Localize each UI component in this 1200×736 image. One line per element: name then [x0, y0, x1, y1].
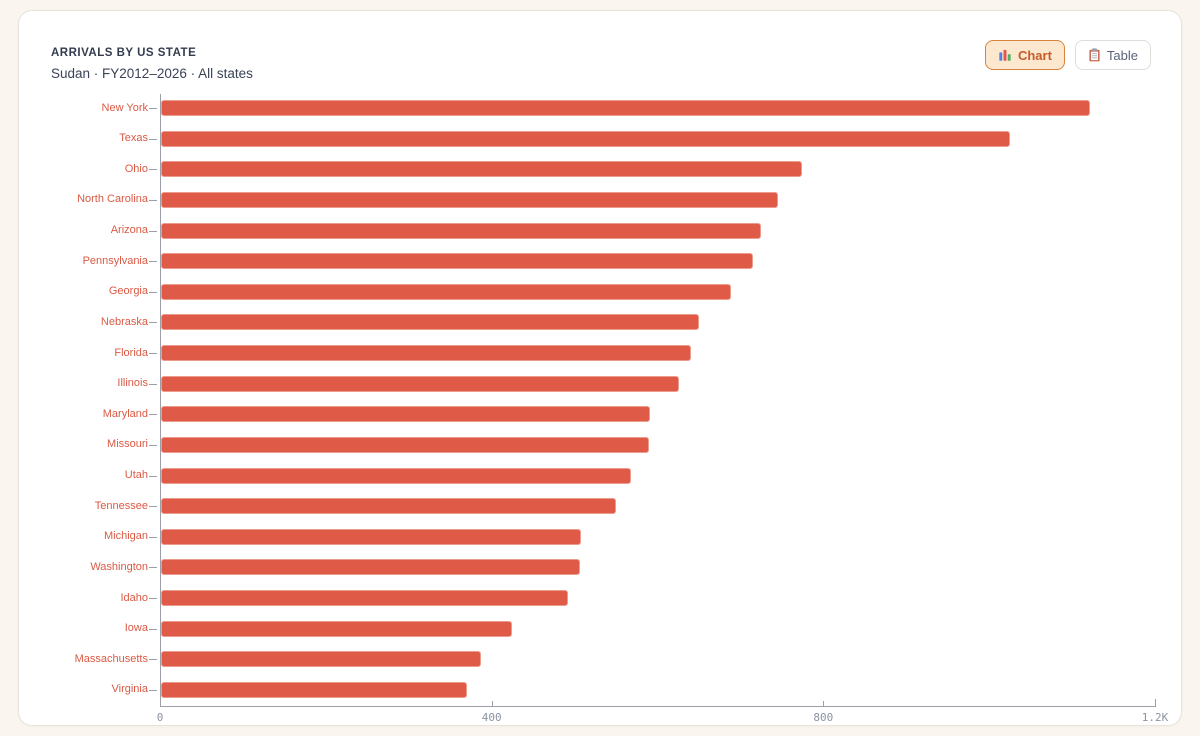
page-subtitle: Sudan · FY2012–2026 · All states [51, 66, 253, 81]
x-axis-line [160, 706, 1156, 707]
bar[interactable] [161, 436, 649, 453]
y-axis-label: Virginia [111, 683, 149, 696]
x-axis-tick [160, 699, 161, 706]
bar[interactable] [161, 406, 650, 423]
page-title: ARRIVALS BY US STATE [51, 47, 197, 59]
x-axis-tick-label: 400 [481, 711, 502, 724]
x-axis-tick-label: 0 [156, 711, 164, 724]
y-axis-tick [149, 138, 157, 140]
y-axis-tick [149, 169, 157, 171]
y-axis-label: North Carolina [77, 193, 148, 206]
y-axis-tick [149, 506, 157, 508]
y-axis-label: Georgia [108, 285, 148, 298]
y-axis-tick [149, 383, 157, 385]
bar[interactable] [161, 345, 691, 362]
y-axis-tick [149, 689, 157, 691]
y-axis-label: Tennessee [94, 499, 148, 512]
clipboard-icon [1088, 48, 1101, 62]
y-axis-tick [149, 291, 157, 293]
y-axis-tick [149, 414, 157, 416]
bar[interactable] [161, 283, 731, 300]
y-axis-tick [149, 444, 157, 446]
x-axis-tick [1155, 699, 1156, 706]
y-axis-label: Idaho [120, 591, 148, 604]
bar[interactable] [161, 559, 580, 576]
y-axis-tick [149, 628, 157, 630]
x-axis-tick-label: 1.2K [1141, 711, 1169, 724]
y-axis-tick [149, 353, 157, 355]
bar-chart-icon [998, 48, 1012, 62]
y-axis-label: Missouri [107, 438, 148, 451]
y-axis-tick [149, 199, 157, 201]
bar[interactable] [161, 467, 631, 484]
y-axis-label: Florida [114, 346, 148, 359]
bar[interactable] [161, 253, 753, 270]
y-axis-label: Nebraska [100, 315, 148, 328]
y-axis-tick [149, 659, 157, 661]
y-axis-tick [149, 536, 157, 538]
chart-view-label: Chart [1017, 47, 1052, 63]
table-view-label: Table [1106, 47, 1138, 63]
bar[interactable] [161, 100, 1090, 116]
y-axis-label: Iowa [124, 622, 148, 635]
bar[interactable] [161, 681, 467, 698]
bar[interactable] [161, 651, 481, 668]
y-axis-label: Michigan [103, 530, 148, 543]
y-axis-tick [149, 108, 157, 109]
y-axis-tick [149, 261, 157, 263]
y-axis-label: Illinois [117, 377, 148, 390]
y-axis-label: Texas [119, 132, 148, 145]
y-axis-tick [149, 567, 157, 569]
bar[interactable] [161, 590, 568, 607]
table-view-button[interactable]: Table [1074, 40, 1151, 70]
bar[interactable] [161, 222, 761, 239]
view-toggle: Chart Table [984, 40, 1151, 70]
y-axis-tick [149, 322, 157, 324]
y-axis-tick [149, 230, 157, 232]
y-axis-label: Ohio [124, 162, 148, 175]
bar[interactable] [161, 620, 512, 637]
y-axis-tick [149, 475, 157, 477]
y-axis-label: Maryland [102, 407, 148, 420]
bar[interactable] [161, 130, 1010, 147]
bar[interactable] [161, 528, 581, 545]
bar[interactable] [161, 314, 699, 331]
bar[interactable] [161, 498, 616, 515]
bar[interactable] [161, 191, 778, 208]
x-axis-tick [823, 701, 825, 706]
y-axis-line [160, 94, 161, 707]
y-axis-label: Pennsylvania [82, 254, 148, 267]
y-axis-label: Arizona [110, 224, 148, 237]
y-axis-label: New York [101, 101, 148, 114]
chart-view-button[interactable]: Chart [984, 40, 1065, 70]
bar[interactable] [161, 375, 679, 392]
y-axis-label: Utah [124, 469, 148, 482]
bar[interactable] [161, 161, 802, 178]
x-axis-tick [491, 701, 493, 706]
y-axis-label: Massachusetts [74, 652, 148, 665]
y-axis-label: Washington [90, 560, 148, 573]
y-axis-tick [149, 598, 157, 600]
x-axis-tick-label: 800 [813, 711, 834, 724]
chart-card: ARRIVALS BY US STATE Sudan · FY2012–2026… [18, 10, 1182, 726]
